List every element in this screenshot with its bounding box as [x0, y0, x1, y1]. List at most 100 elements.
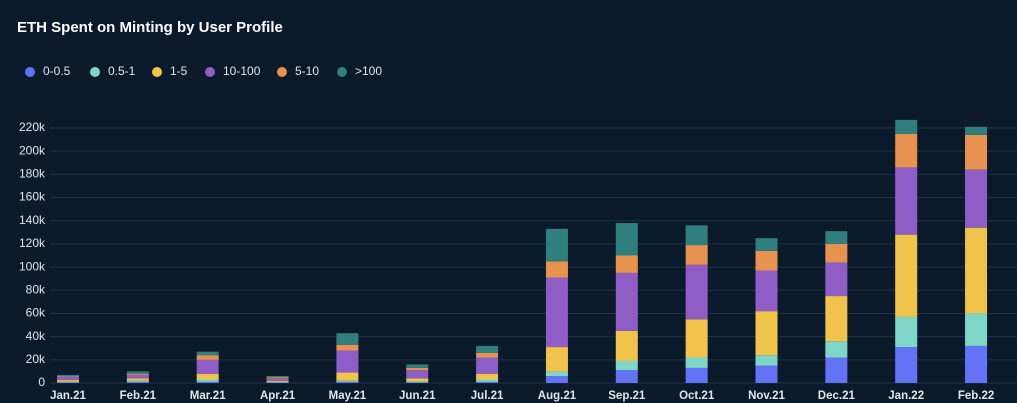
bar-segment: [825, 262, 848, 297]
bar-segment: [336, 372, 359, 381]
legend-swatch: [337, 67, 347, 77]
bar-segment: [895, 234, 918, 317]
bar-segment: [825, 231, 848, 244]
x-tick-label: Dec.21: [818, 390, 856, 402]
y-tick-label: 20k: [26, 352, 46, 366]
bar-segment: [406, 382, 429, 383]
bar-segment: [615, 370, 638, 383]
bar-segment: [685, 357, 708, 368]
bar-segment: [685, 264, 708, 320]
bar-segment: [825, 296, 848, 342]
x-tick-label: May.21: [329, 390, 367, 402]
legend-swatch: [90, 67, 100, 77]
bar-segment: [965, 313, 988, 346]
y-tick-label: 100k: [19, 259, 46, 273]
bar-segment: [266, 378, 289, 381]
bar-segment: [895, 119, 918, 134]
bar-segment: [266, 376, 289, 378]
bar-segment: [126, 371, 149, 374]
bar-segment: [755, 250, 778, 271]
bar-segment: [545, 371, 568, 377]
y-tick-label: 180k: [19, 167, 46, 181]
bar-segment: [965, 169, 988, 228]
bar-segment: [476, 352, 499, 358]
bar-segment: [57, 381, 79, 383]
bar-segment: [615, 360, 638, 371]
bar-segment: [685, 245, 708, 265]
bar-segment: [57, 376, 79, 377]
bar-segment: [615, 330, 638, 361]
bar-segment: [406, 367, 429, 371]
bar-segment: [406, 364, 429, 368]
x-tick-label: Sep.21: [608, 390, 646, 402]
bar-segment: [406, 381, 429, 383]
x-tick-label: Oct.21: [679, 390, 715, 402]
bar-segment: [545, 277, 568, 348]
chart-title: ETH Spent on Minting by User Profile: [17, 19, 283, 36]
legend-label: 5-10: [295, 64, 319, 78]
bar-segment: [196, 359, 219, 374]
bar-segment: [336, 333, 359, 345]
x-tick-label: Jun.21: [399, 390, 436, 402]
bar-segment: [476, 381, 499, 383]
bar-segment: [615, 272, 638, 331]
bar-segment: [545, 376, 568, 383]
bar-segment: [685, 367, 708, 383]
bar-segment: [126, 374, 149, 379]
x-tick-label: Mar.21: [190, 390, 226, 402]
bar-segment: [266, 381, 289, 383]
bar-segment: [476, 357, 499, 374]
bar-segment: [57, 382, 79, 383]
bar-segment: [755, 365, 778, 383]
bar-segment: [755, 311, 778, 356]
y-tick-label: 0: [38, 375, 45, 389]
y-tick-label: 40k: [26, 329, 46, 343]
bar-segment: [895, 133, 918, 168]
y-tick-label: 160k: [19, 190, 46, 204]
x-tick-label: Jan.21: [50, 390, 86, 402]
bar-segment: [965, 126, 988, 135]
legend-label: >100: [355, 64, 382, 78]
x-tick-label: Aug.21: [538, 390, 577, 402]
bar-segment: [336, 344, 359, 351]
bar-segment: [57, 380, 79, 382]
legend-swatch: [277, 67, 287, 77]
bar-segment: [476, 379, 499, 382]
x-tick-label: Feb.22: [958, 390, 994, 402]
bar-segment: [126, 378, 149, 381]
legend-label: 0.5-1: [108, 64, 136, 78]
bar-segment: [965, 345, 988, 383]
bar-segment: [126, 381, 149, 383]
bar-segment: [615, 223, 638, 256]
legend-swatch: [152, 67, 162, 77]
bar-segment: [336, 381, 359, 383]
bar-segment: [476, 373, 499, 380]
bar-segment: [685, 225, 708, 246]
bar-segment: [685, 319, 708, 358]
bar-segment: [895, 347, 918, 383]
legend-label: 10-100: [223, 64, 261, 78]
x-tick-label: Apr.21: [260, 390, 296, 402]
bar-segment: [126, 373, 149, 375]
bar-segment: [755, 238, 778, 251]
bar-segment: [406, 378, 429, 382]
legend-swatch: [25, 67, 35, 77]
legend-swatch: [205, 67, 215, 77]
bar-segment: [476, 345, 499, 353]
bar-segment: [406, 370, 429, 379]
y-tick-label: 60k: [26, 306, 46, 320]
bar-segment: [266, 377, 289, 379]
bar-segment: [266, 382, 289, 383]
bar-segment: [57, 374, 79, 377]
bar-segment: [266, 380, 289, 382]
bar-segment: [196, 373, 219, 380]
bar-segment: [336, 350, 359, 373]
bar-segment: [825, 341, 848, 358]
x-tick-label: Jan.22: [888, 390, 924, 402]
bar-segment: [196, 379, 219, 382]
bar-segment: [126, 380, 149, 382]
bar-segment: [196, 355, 219, 360]
bar-segment: [336, 380, 359, 382]
